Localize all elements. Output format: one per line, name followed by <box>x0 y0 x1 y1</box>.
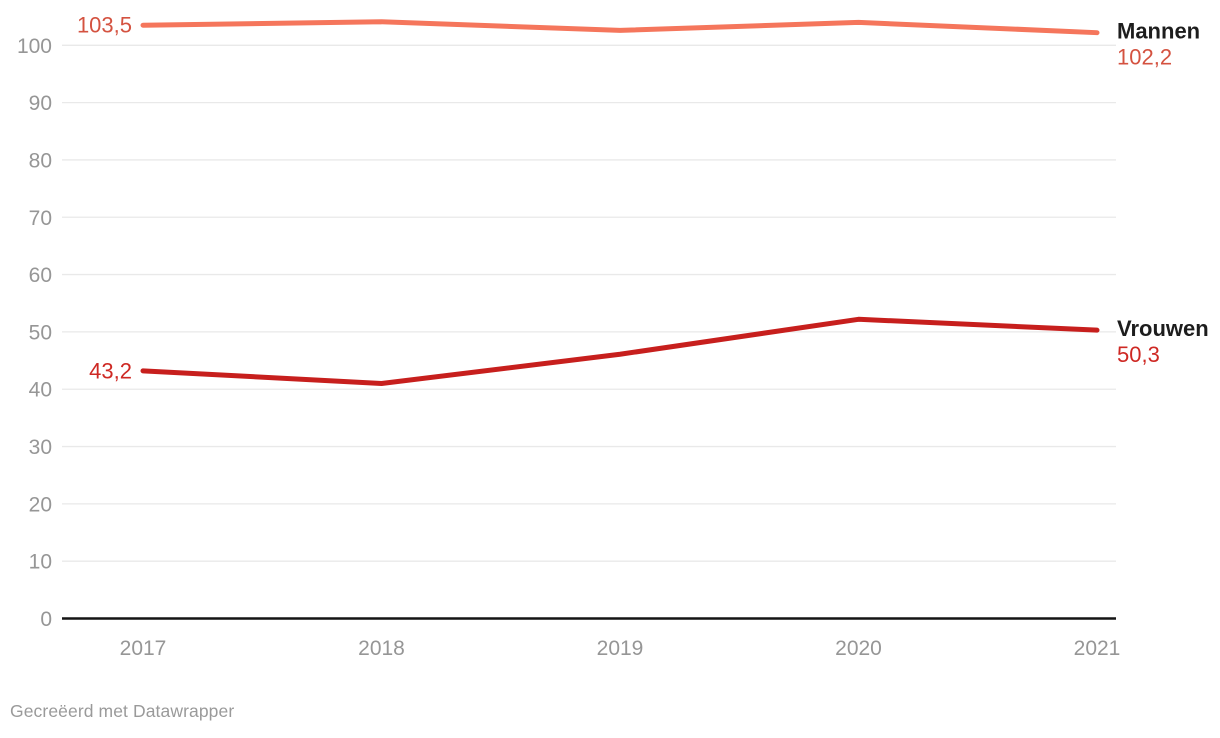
y-tick-label: 50 <box>29 321 52 344</box>
x-tick-label: 2021 <box>1074 637 1121 660</box>
last-value-label-mannen: 102,2 <box>1117 45 1172 70</box>
first-value-label-mannen: 103,5 <box>77 13 132 38</box>
series-line-mannen <box>140 19 1100 36</box>
x-tick-label: 2020 <box>835 637 882 660</box>
y-tick-label: 80 <box>29 149 52 172</box>
y-tick-label: 40 <box>29 379 52 402</box>
x-tick-label: 2018 <box>358 637 405 660</box>
legend-name-mannen: Mannen <box>1117 19 1200 44</box>
first-value-label-vrouwen: 43,2 <box>89 358 132 383</box>
y-tick-label: 60 <box>29 264 52 287</box>
y-tick-label: 100 <box>17 35 52 58</box>
y-tick-label: 90 <box>29 92 52 115</box>
x-axis-labels: 2017 2018 2019 2020 2021 <box>120 637 1121 660</box>
x-tick-label: 2017 <box>120 637 167 660</box>
x-tick-label: 2019 <box>597 637 644 660</box>
y-tick-label: 0 <box>40 608 52 631</box>
series-line-vrouwen <box>140 316 1100 386</box>
last-value-label-vrouwen: 50,3 <box>1117 342 1160 367</box>
legend-name-vrouwen: Vrouwen <box>1117 316 1209 341</box>
series-lines <box>140 19 1100 386</box>
y-tick-label: 30 <box>29 436 52 459</box>
y-axis-labels: 0 10 20 30 40 50 60 70 80 90 100 <box>17 35 52 631</box>
y-tick-label: 20 <box>29 493 52 516</box>
y-tick-label: 10 <box>29 551 52 574</box>
y-tick-label: 70 <box>29 207 52 230</box>
attribution-text: Gecreëerd met Datawrapper <box>10 701 235 721</box>
gridlines <box>62 44 1116 620</box>
